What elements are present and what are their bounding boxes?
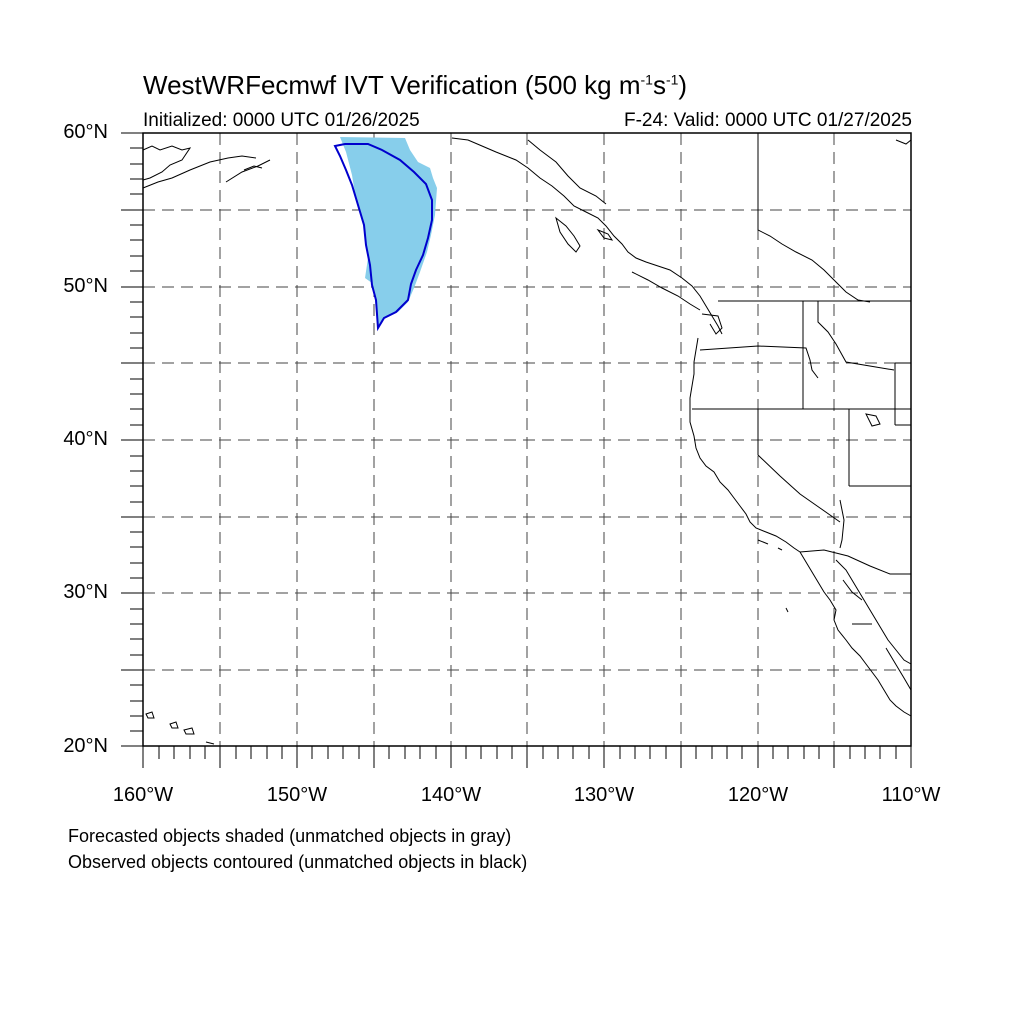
lon-label-160w: 160°W (112, 784, 174, 806)
grid-lines (143, 133, 911, 746)
lat-label-40: 40°N (63, 428, 108, 450)
lon-label-110w: 110°W (881, 784, 941, 806)
lat-label-20: 20°N (63, 735, 108, 757)
lon-label-150w: 150°W (266, 784, 328, 806)
footnote-observed: Observed objects contoured (unmatched ob… (68, 852, 528, 872)
page-title: WestWRFecmwf IVT Verification (500 kg m-… (143, 70, 688, 100)
axis-ticks (121, 132, 912, 768)
forecast-object (340, 137, 437, 328)
coastlines (142, 137, 912, 745)
initialized-time: Initialized: 0000 UTC 01/26/2025 (143, 110, 420, 131)
observed-contour (333, 143, 433, 332)
lat-label-60: 60°N (63, 121, 108, 143)
lon-label-120w: 120°W (727, 784, 789, 806)
valid-time: F-24: Valid: 0000 UTC 01/27/2025 (624, 110, 912, 131)
lat-label-30: 30°N (63, 581, 108, 603)
lon-label-130w: 130°W (573, 784, 635, 806)
lat-label-50: 50°N (63, 275, 108, 297)
lon-label-140w: 140°W (420, 784, 482, 806)
footnote-forecast: Forecasted objects shaded (unmatched obj… (68, 826, 512, 846)
political-borders (692, 133, 911, 625)
